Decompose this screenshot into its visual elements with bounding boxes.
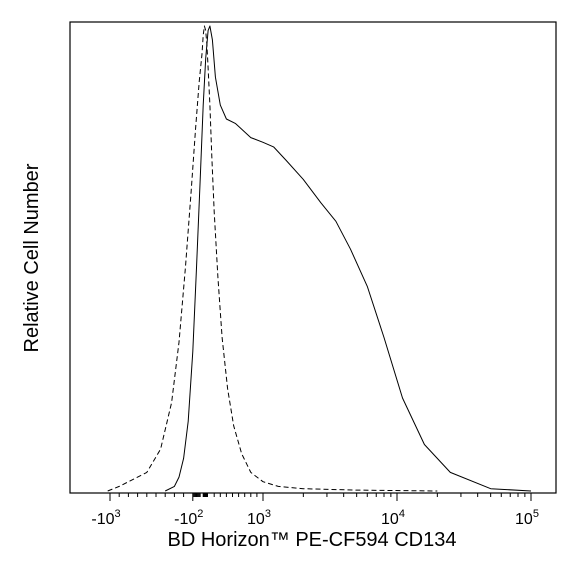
series-layer	[107, 25, 532, 492]
x-tick-label: -103	[91, 508, 120, 528]
x-tick-label: -102	[174, 508, 203, 528]
x-tick-label: 105	[515, 508, 539, 528]
isotype-control-histogram	[107, 25, 438, 492]
y-axis-label: Relative Cell Number	[21, 163, 43, 352]
x-axis-label: BD Horizon™ PE-CF594 CD134	[168, 529, 457, 551]
plot-border	[69, 21, 557, 494]
plot-frame	[69, 21, 557, 494]
x-tick-label: 103	[247, 508, 271, 528]
x-axis-ticks: -103 -102 103 104 105	[91, 493, 539, 528]
x-tick-label: 104	[381, 508, 405, 528]
stained-histogram	[164, 25, 532, 492]
